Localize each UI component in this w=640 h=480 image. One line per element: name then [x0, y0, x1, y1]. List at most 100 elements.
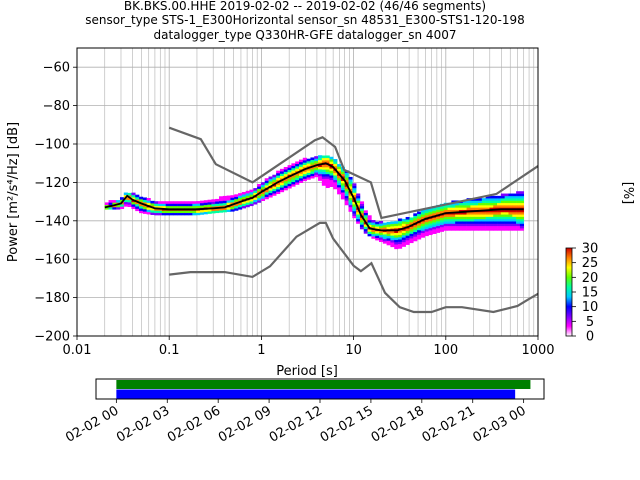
density-cell	[504, 205, 509, 208]
density-cell	[150, 207, 155, 211]
density-cell	[348, 204, 353, 208]
timeline-tick-label: 02-02 06	[165, 403, 223, 445]
density-cell	[432, 231, 437, 234]
colorbar-tick-label: 15	[582, 286, 599, 301]
density-cell	[394, 221, 399, 224]
density-cell	[432, 222, 437, 225]
density-cell	[447, 225, 452, 229]
density-cell	[173, 201, 178, 204]
density-cell	[199, 202, 205, 206]
density-cell	[371, 229, 376, 232]
density-cell	[367, 224, 372, 228]
density-cell	[295, 163, 300, 167]
colorbar-tick-label: 5	[586, 315, 594, 330]
density-cell	[485, 225, 490, 229]
density-cell	[497, 198, 502, 201]
density-cell	[497, 209, 502, 213]
density-cell	[268, 178, 273, 182]
density-cell	[321, 176, 326, 179]
density-cell	[382, 231, 387, 235]
density-cell	[413, 229, 418, 233]
density-cell	[131, 204, 136, 207]
x-tick-label: 10	[345, 343, 362, 358]
density-cell	[180, 205, 186, 209]
density-cell	[455, 216, 460, 220]
density-cell	[112, 200, 117, 203]
density-cell	[177, 210, 182, 214]
density-cell	[359, 212, 365, 216]
density-cell	[497, 218, 502, 222]
density-cell	[516, 193, 521, 197]
density-cell	[352, 187, 357, 191]
density-cell	[420, 228, 425, 231]
density-cell	[500, 211, 505, 215]
density-cell	[161, 203, 166, 207]
density-cell	[253, 192, 258, 196]
density-cell	[458, 223, 464, 227]
density-cell	[344, 188, 349, 192]
density-cell	[481, 198, 486, 201]
density-cell	[401, 221, 406, 224]
density-cell	[512, 223, 517, 227]
density-cell	[401, 235, 406, 238]
density-cell	[470, 207, 475, 210]
density-cell	[413, 234, 418, 237]
density-cell	[466, 225, 471, 229]
density-cell	[116, 204, 121, 208]
density-cell	[378, 225, 384, 229]
density-cell	[478, 223, 483, 227]
density-cell	[363, 226, 368, 230]
density-cell	[310, 164, 315, 167]
density-cell	[367, 229, 372, 232]
density-cell	[485, 195, 490, 199]
density-cell	[516, 191, 521, 194]
density-cell	[329, 179, 334, 183]
density-cell	[500, 228, 505, 231]
density-cell	[466, 200, 471, 204]
density-cell	[470, 218, 475, 222]
density-cell	[462, 218, 467, 222]
density-cell	[287, 178, 292, 182]
density-cell	[432, 224, 437, 228]
density-cell	[325, 169, 330, 172]
density-cell	[226, 197, 231, 201]
density-cell	[519, 191, 525, 194]
density-cell	[447, 223, 452, 227]
density-cell	[375, 221, 380, 225]
density-cell	[394, 241, 399, 245]
y-tick-label: −140	[34, 214, 70, 229]
density-cell	[485, 207, 490, 210]
density-cell	[519, 221, 525, 224]
density-cell	[455, 202, 460, 206]
density-cell	[306, 167, 311, 171]
density-cell	[375, 223, 380, 227]
density-cell	[508, 198, 513, 201]
density-cell	[451, 218, 456, 222]
density-cell	[268, 176, 273, 180]
density-cell	[451, 205, 456, 208]
density-cell	[177, 205, 182, 209]
density-cell	[478, 214, 483, 217]
density-cell	[139, 199, 144, 202]
density-cell	[158, 210, 163, 214]
density-cell	[314, 156, 319, 159]
density-cell	[219, 207, 224, 211]
density-cell	[249, 191, 254, 195]
density-cell	[386, 240, 391, 243]
density-cell	[363, 224, 368, 227]
density-cell	[508, 205, 513, 208]
density-cell	[226, 209, 231, 212]
density-cell	[337, 170, 342, 174]
density-cell	[192, 210, 197, 214]
density-cell	[439, 219, 445, 223]
density-cell	[420, 212, 425, 215]
density-cell	[462, 205, 467, 208]
density-cell	[371, 231, 376, 235]
density-cell	[340, 187, 346, 191]
density-cell	[192, 205, 197, 209]
density-cell	[226, 195, 231, 199]
density-cell	[245, 193, 250, 196]
density-cell	[470, 223, 475, 227]
density-cell	[310, 168, 315, 172]
